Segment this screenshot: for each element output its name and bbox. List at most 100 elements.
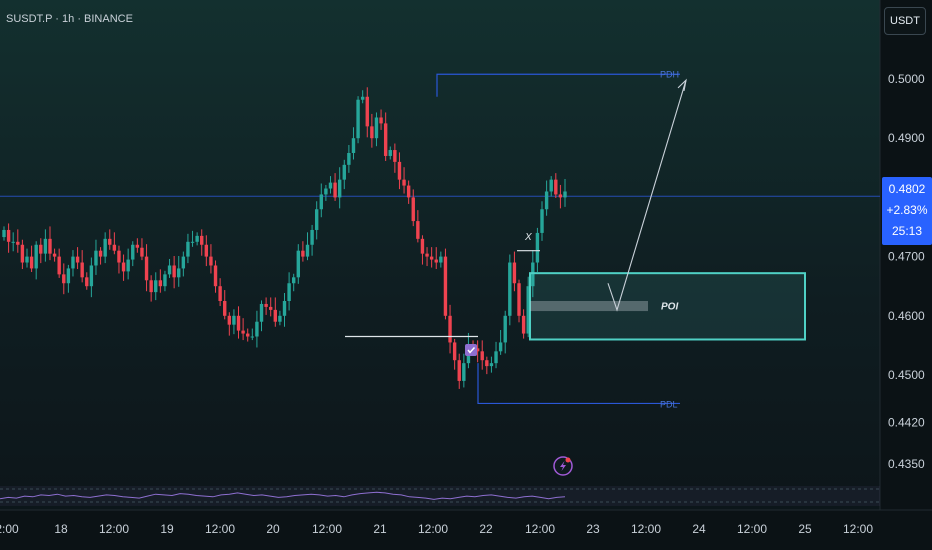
- candle: [131, 241, 135, 267]
- candle: [269, 297, 273, 317]
- candle: [241, 318, 245, 341]
- candle-body: [131, 244, 135, 260]
- candle: [213, 260, 218, 293]
- candle-body: [521, 315, 526, 334]
- candle-body: [540, 209, 544, 233]
- time-tick-label: 12:00: [205, 522, 235, 536]
- current-price-badge: 0.4802 +2.83% 25:13: [882, 177, 932, 245]
- candle: [411, 189, 415, 227]
- candle-body: [144, 256, 149, 281]
- candle: [85, 272, 89, 290]
- candle: [167, 258, 172, 278]
- projection-arrow: [607, 80, 687, 312]
- candle: [439, 251, 443, 268]
- candle: [273, 297, 278, 327]
- candle-body: [324, 188, 328, 195]
- candle: [62, 263, 66, 295]
- candle: [140, 238, 144, 261]
- drawings: [345, 73, 806, 405]
- candle-body: [57, 256, 61, 275]
- candle-body: [186, 241, 190, 257]
- candle: [351, 127, 356, 160]
- time-tick-label: 21: [373, 522, 387, 536]
- time-axis-background: [0, 510, 932, 550]
- candle-body: [393, 150, 397, 162]
- candle: [25, 248, 29, 268]
- candle-body: [379, 117, 383, 124]
- candle: [80, 250, 84, 283]
- candle-body: [126, 259, 130, 272]
- candle-body: [544, 191, 549, 210]
- candle: [457, 353, 461, 389]
- candle-body: [365, 96, 369, 127]
- candle: [204, 235, 209, 267]
- candle-body: [273, 309, 278, 322]
- candle-body: [80, 262, 84, 278]
- candle-body: [310, 229, 314, 245]
- candle: [16, 229, 20, 253]
- candle-body: [11, 241, 15, 243]
- candle-body: [223, 301, 227, 316]
- candle-body: [236, 315, 241, 331]
- candle-body: [287, 283, 291, 301]
- candle: [135, 238, 140, 253]
- candle: [374, 112, 379, 147]
- candle-body: [71, 256, 75, 269]
- candle-body: [535, 232, 540, 263]
- candle-body: [2, 229, 6, 238]
- candle: [480, 340, 484, 370]
- candle-body: [494, 351, 498, 364]
- candle-body: [388, 150, 392, 156]
- candle-body: [475, 348, 480, 352]
- candle-body: [439, 256, 443, 263]
- candle-body: [434, 259, 438, 263]
- candle: [328, 176, 333, 194]
- candle: [158, 269, 163, 293]
- candle-body: [213, 265, 218, 287]
- candle: [494, 341, 498, 369]
- candle: [314, 201, 319, 240]
- candle: [310, 224, 314, 256]
- candle-body: [269, 306, 273, 310]
- candle: [181, 251, 186, 277]
- candle-body: [195, 235, 199, 242]
- candle-body: [457, 360, 461, 381]
- time-tick-label: 18: [54, 522, 68, 536]
- candle-body: [181, 256, 186, 269]
- candle: [250, 328, 255, 341]
- candle-body: [370, 126, 374, 139]
- poi-band: [530, 301, 648, 312]
- candle-body: [503, 315, 507, 343]
- candle: [34, 241, 38, 280]
- candle: [448, 304, 452, 354]
- candle-body: [246, 333, 250, 337]
- candle: [540, 201, 544, 241]
- drawing-labels: PDH PDL POI X: [524, 69, 679, 409]
- candle: [48, 226, 52, 261]
- candle-body: [34, 244, 38, 269]
- candle-body: [425, 253, 429, 257]
- oscillator-band: [0, 486, 880, 506]
- price-tick-label: 0.5000: [888, 72, 925, 86]
- candle: [296, 244, 300, 284]
- price-change-percent: +2.83%: [886, 203, 928, 217]
- candle-body: [241, 330, 245, 334]
- candle-body: [103, 238, 107, 257]
- candle-body: [43, 238, 48, 254]
- time-tick-label: 12:00: [525, 522, 555, 536]
- candle-body: [531, 262, 535, 287]
- candle-body: [282, 301, 287, 316]
- candle-body: [200, 235, 204, 245]
- currency-button[interactable]: USDT: [884, 7, 926, 35]
- candle-body: [158, 280, 163, 287]
- candle-body: [163, 274, 167, 287]
- candle-body: [360, 96, 365, 100]
- candle: [521, 309, 526, 339]
- candle: [475, 340, 480, 363]
- time-tick-label: 12:00: [418, 522, 448, 536]
- candle-body: [498, 342, 503, 352]
- candle-body: [255, 321, 259, 337]
- candle: [255, 310, 259, 348]
